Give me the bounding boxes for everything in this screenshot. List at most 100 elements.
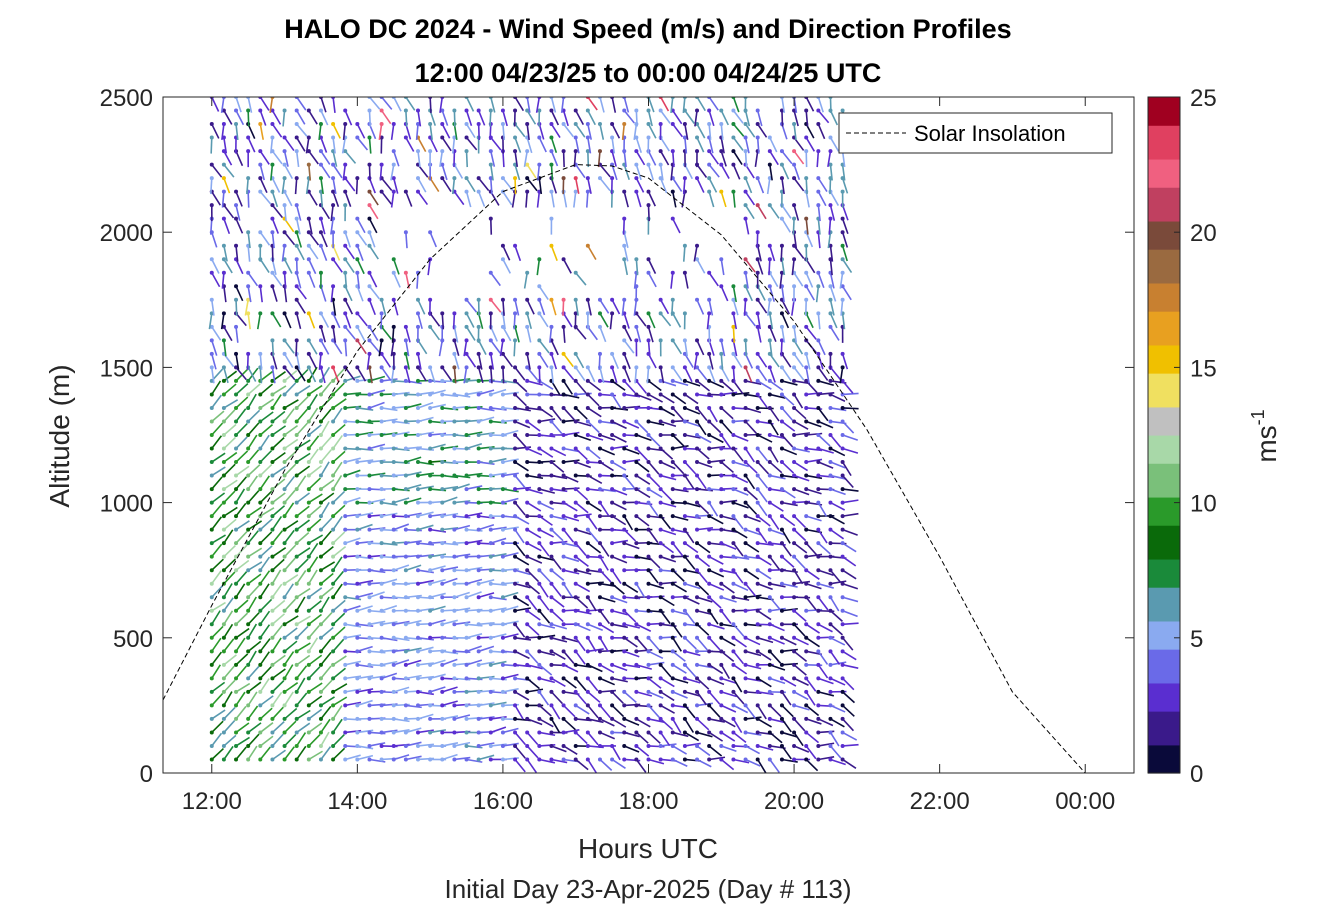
wind-barb-base: [537, 622, 542, 627]
wind-barb-base: [610, 649, 615, 654]
wind-barb-base: [428, 716, 433, 721]
wind-barb-base: [452, 108, 457, 113]
wind-barb: [246, 596, 257, 613]
wind-barb-base: [452, 676, 457, 681]
wind-barb-base: [343, 338, 348, 343]
wind-barb-shaft: [247, 530, 259, 544]
wind-barb-base: [258, 662, 263, 667]
wind-barb: [234, 653, 249, 667]
wind-barb-base: [513, 297, 518, 302]
wind-barb-base: [367, 514, 372, 519]
wind-barb-base: [270, 581, 275, 586]
wind-barb: [221, 654, 237, 667]
wind-barb: [221, 518, 237, 532]
wind-barb-base: [658, 460, 663, 465]
wind-barb-base: [622, 703, 627, 708]
wind-barb-shaft: [223, 506, 238, 517]
wind-barb-base: [622, 757, 627, 762]
wind-barb-base: [597, 311, 602, 316]
wind-barb: [209, 534, 226, 546]
wind-barb-base: [658, 514, 663, 519]
wind-barb-shaft: [247, 367, 257, 382]
wind-barb: [270, 749, 286, 762]
wind-barb-base: [452, 608, 457, 613]
wind-barb-base: [513, 608, 518, 613]
wind-barb: [221, 216, 231, 234]
wind-barb-base: [646, 135, 651, 140]
wind-barb-base: [585, 703, 590, 708]
wind-barb-base: [234, 487, 239, 492]
wind-barb-base: [209, 730, 214, 735]
wind-barb-base: [537, 135, 542, 140]
wind-barb-shaft: [452, 313, 456, 330]
wind-barb-base: [537, 635, 542, 640]
wind-barb-base: [549, 581, 554, 586]
wind-barb-base: [416, 473, 421, 478]
wind-barb-shaft: [308, 505, 322, 517]
wind-barb-base: [549, 405, 554, 410]
wind-barb-base: [331, 203, 336, 208]
wind-barb-base: [209, 743, 214, 748]
wind-barb-base: [306, 378, 311, 383]
wind-barb-base: [488, 554, 493, 559]
wind-barb-base: [294, 257, 299, 262]
wind-barb-base: [318, 176, 323, 181]
wind-barb-shaft: [296, 692, 308, 706]
wind-barb-base: [646, 162, 651, 167]
wind-barb-base: [391, 581, 396, 586]
wind-barb-shaft: [320, 517, 333, 531]
wind-barb-base: [221, 541, 226, 546]
wind-barb-base: [476, 122, 481, 127]
wind-barb: [306, 534, 324, 546]
wind-barb: [221, 691, 233, 708]
wind-barb-shaft: [247, 409, 261, 423]
wind-barb-base: [513, 730, 518, 735]
wind-barb-base: [355, 311, 360, 316]
wind-barb-base: [597, 500, 602, 505]
wind-barb-base: [452, 487, 457, 492]
wind-barb-base: [379, 311, 384, 316]
wind-barb-base: [246, 662, 251, 667]
wind-barb: [221, 338, 227, 357]
wind-barb-base: [282, 433, 287, 437]
wind-barb-shaft: [320, 626, 334, 639]
wind-barb-base: [221, 568, 226, 573]
wind-barb: [270, 230, 275, 249]
wind-barb-shaft: [247, 691, 258, 706]
wind-barb-base: [428, 122, 433, 127]
wind-barb-base: [537, 419, 542, 424]
wind-barb-base: [452, 622, 457, 627]
wind-barb-base: [428, 446, 433, 451]
wind-barb-base: [270, 419, 275, 424]
wind-barb: [318, 696, 335, 708]
wind-barb-base: [234, 743, 239, 748]
wind-barb-shaft: [308, 110, 318, 125]
wind-barb: [221, 176, 231, 194]
wind-barb-base: [282, 500, 287, 505]
wind-barb-base: [597, 622, 602, 627]
wind-barb-base: [282, 162, 287, 167]
wind-barb-base: [221, 257, 226, 262]
wind-barb: [270, 311, 282, 328]
wind-barb-base: [221, 176, 226, 181]
wind-barb-base: [476, 649, 481, 654]
wind-barb-base: [622, 365, 627, 370]
wind-barb-base: [488, 162, 493, 167]
wind-barb-shaft: [271, 558, 285, 571]
wind-barb: [282, 557, 296, 573]
wind-barb-base: [440, 460, 445, 465]
wind-barb-base: [331, 635, 336, 640]
wind-barb-base: [513, 689, 518, 694]
wind-barb-shaft: [538, 367, 541, 384]
wind-barb-base: [440, 487, 445, 492]
wind-barb-shaft: [259, 398, 275, 409]
wind-barb-base: [331, 487, 336, 492]
wind-barb-base: [646, 460, 651, 465]
wind-barb-base: [416, 676, 421, 681]
wind-barb-shaft: [259, 638, 271, 652]
wind-barb-base: [391, 392, 396, 397]
wind-barb: [246, 149, 251, 168]
wind-barb-base: [391, 635, 396, 640]
wind-barb-base: [585, 446, 590, 451]
wind-barb-base: [343, 230, 348, 235]
